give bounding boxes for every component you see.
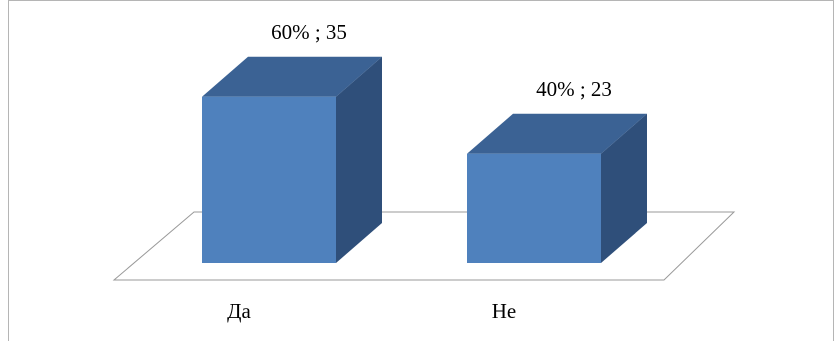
bar-front-1 <box>202 96 336 263</box>
bar-2 <box>467 113 647 263</box>
bar-top-2 <box>467 113 647 154</box>
bar-1 <box>202 56 382 263</box>
category-label-2: Не <box>492 299 517 323</box>
bar-side-2 <box>601 113 647 263</box>
bar-front-2 <box>467 153 601 263</box>
bar-side-1 <box>336 56 382 263</box>
chart-frame <box>8 0 834 341</box>
bar-top-1 <box>202 56 382 97</box>
data-label-2: 40% ; 23 <box>536 77 612 101</box>
data-label-1: 60% ; 35 <box>271 20 347 44</box>
category-label-1: Да <box>227 299 251 323</box>
